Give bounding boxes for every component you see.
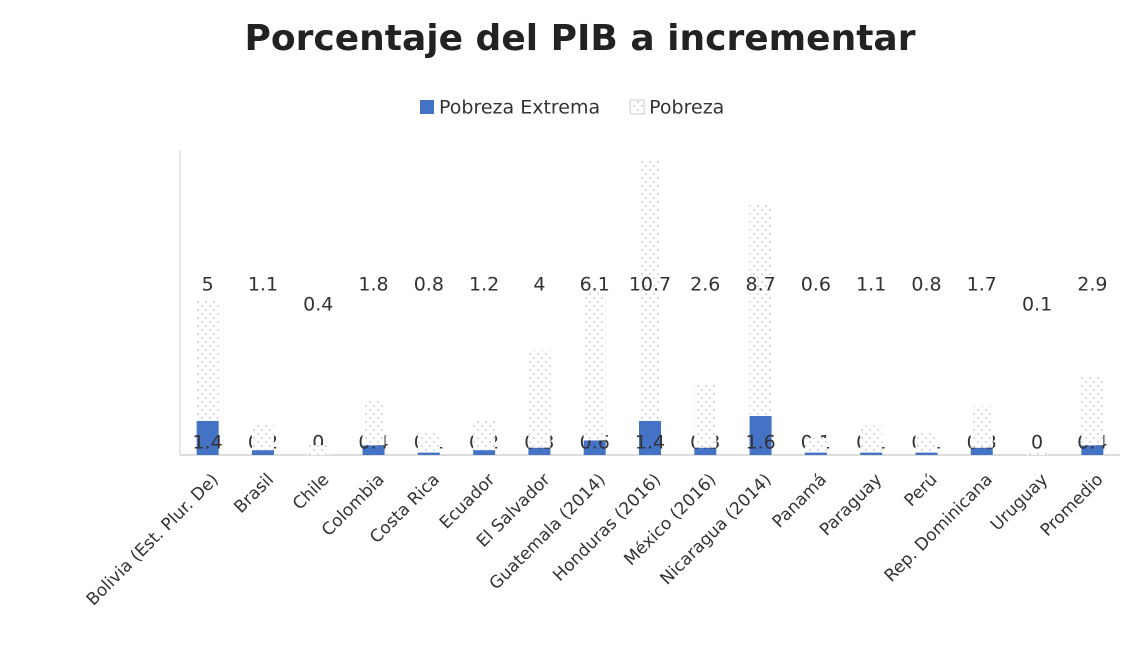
bar bbox=[1026, 452, 1049, 455]
x-tick-label: Rep. Dominicana bbox=[881, 470, 997, 586]
bar bbox=[473, 420, 496, 451]
data-label: 1.1 bbox=[856, 274, 886, 296]
chart-title: Porcentaje del PIB a incrementar bbox=[245, 18, 916, 59]
data-label: 2.9 bbox=[1077, 274, 1107, 296]
bar bbox=[804, 452, 827, 455]
bar bbox=[1081, 374, 1104, 446]
bar bbox=[749, 415, 772, 455]
x-tick-label: Perú bbox=[901, 470, 942, 511]
bar bbox=[417, 433, 440, 453]
bar bbox=[528, 350, 551, 448]
bar bbox=[583, 291, 606, 441]
bar bbox=[694, 447, 717, 455]
data-label: 0 bbox=[1031, 432, 1043, 454]
data-label: 5 bbox=[202, 274, 214, 296]
data-label: 6.1 bbox=[580, 274, 610, 296]
bar bbox=[1081, 445, 1104, 455]
data-label: 1.4 bbox=[193, 432, 223, 454]
legend-label: Pobreza Extrema bbox=[439, 97, 600, 119]
bar bbox=[860, 452, 883, 455]
data-label: 0.8 bbox=[414, 274, 444, 296]
bar bbox=[804, 437, 827, 453]
x-tick-label: Chile bbox=[289, 470, 333, 514]
data-label: 0.8 bbox=[911, 274, 941, 296]
data-label: 1.2 bbox=[469, 274, 499, 296]
x-tick-label: Bolivia (Est. Plur. De) bbox=[83, 470, 223, 610]
bar bbox=[251, 450, 274, 455]
data-label: 0.4 bbox=[303, 294, 333, 316]
data-label: 2.6 bbox=[690, 274, 720, 296]
bar bbox=[970, 406, 993, 448]
bar bbox=[970, 447, 993, 455]
legend-swatch bbox=[420, 100, 434, 114]
data-label: 1.8 bbox=[358, 274, 388, 296]
bar bbox=[528, 447, 551, 455]
data-label: 0.1 bbox=[1022, 294, 1052, 316]
data-label: 0.6 bbox=[801, 274, 831, 296]
data-label: 1.6 bbox=[745, 432, 775, 454]
data-label: 1.1 bbox=[248, 274, 278, 296]
bar bbox=[196, 298, 219, 421]
bar bbox=[860, 425, 883, 453]
bar bbox=[915, 433, 938, 453]
bar bbox=[362, 445, 385, 455]
bar bbox=[583, 440, 606, 455]
bar bbox=[694, 384, 717, 448]
bar bbox=[473, 450, 496, 455]
x-tick-label: Brasil bbox=[230, 470, 278, 518]
bar bbox=[915, 452, 938, 455]
data-label: 1.7 bbox=[967, 274, 997, 296]
bar bbox=[196, 420, 219, 455]
bar bbox=[362, 401, 385, 446]
bar bbox=[639, 159, 661, 421]
bar bbox=[639, 420, 661, 455]
bar bbox=[307, 445, 330, 455]
data-label: 4 bbox=[533, 274, 545, 296]
legend-swatch bbox=[629, 99, 645, 115]
legend-label: Pobreza bbox=[649, 97, 724, 119]
bar bbox=[251, 423, 274, 451]
data-label: 10.7 bbox=[629, 274, 671, 296]
data-label: 1.4 bbox=[635, 432, 665, 454]
bar bbox=[417, 452, 440, 455]
data-label: 8.7 bbox=[745, 274, 775, 296]
bar bbox=[749, 203, 772, 416]
